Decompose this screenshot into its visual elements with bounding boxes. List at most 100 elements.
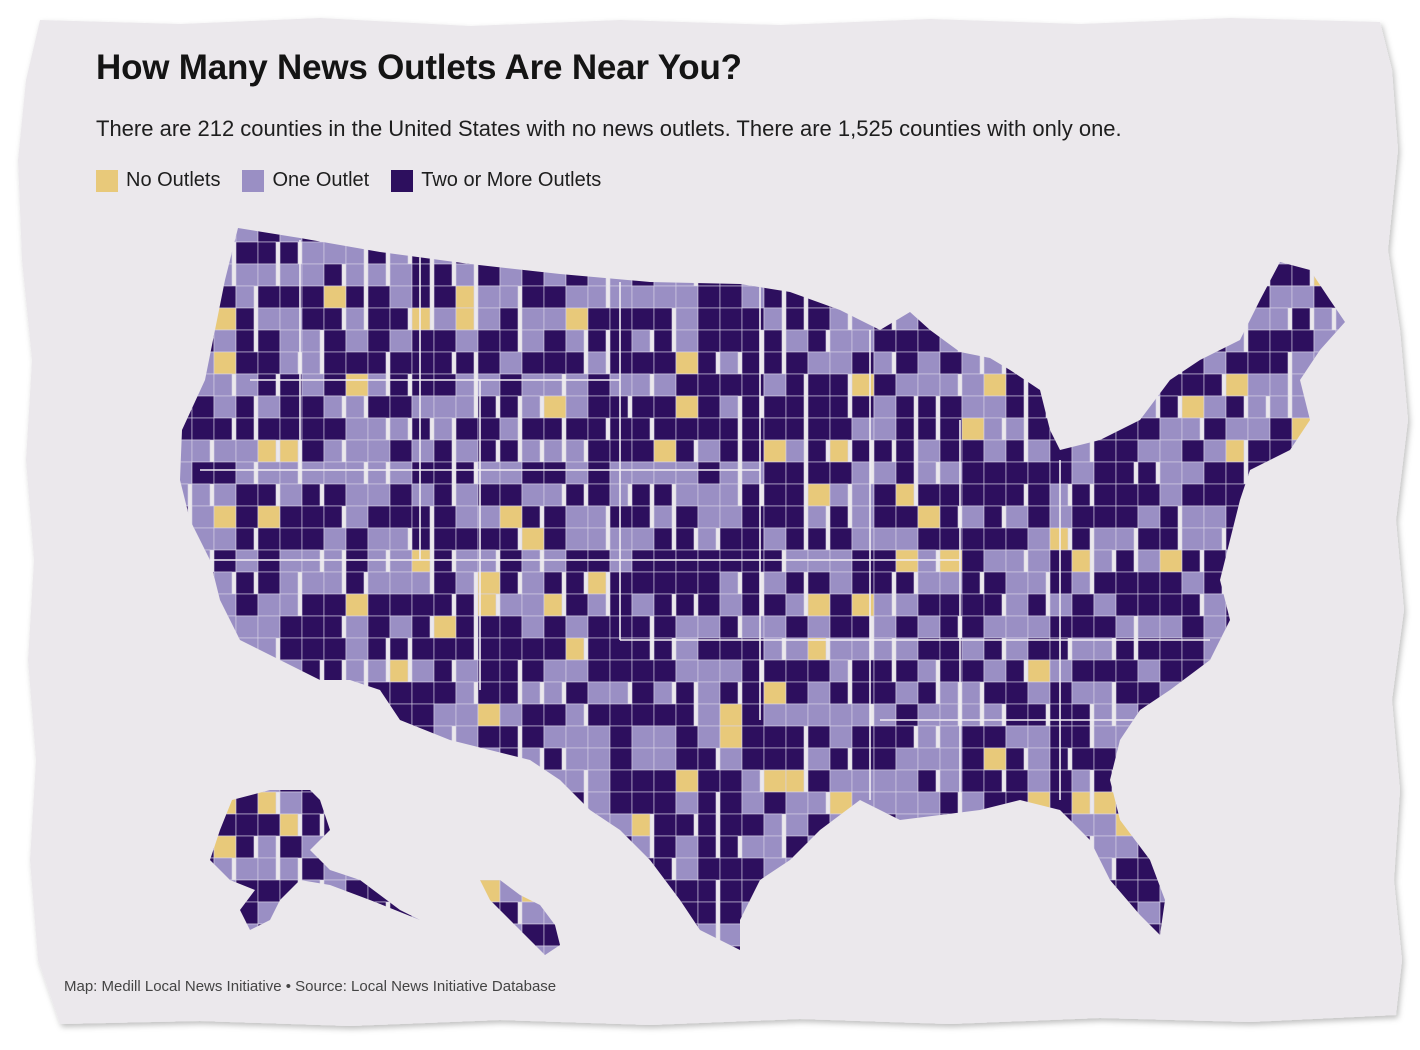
county-tile — [1071, 769, 1091, 793]
county-tile — [851, 945, 875, 955]
county-tile — [345, 263, 365, 287]
county-tile — [653, 637, 673, 661]
county-tile — [1181, 527, 1205, 551]
county-tile — [433, 747, 453, 771]
county-tile — [301, 923, 325, 947]
county-tile — [477, 637, 501, 661]
county-tile — [807, 571, 831, 595]
county-tile — [763, 571, 787, 595]
county-tile — [763, 813, 783, 837]
county-tile — [565, 285, 589, 309]
county-tile — [191, 228, 211, 243]
county-tile — [631, 263, 655, 287]
county-tile — [1181, 615, 1205, 639]
county-tile — [367, 505, 391, 529]
county-tile — [939, 241, 959, 265]
county-tile — [873, 505, 897, 529]
county-tile — [697, 791, 717, 815]
county-tile — [543, 351, 567, 375]
county-tile — [1313, 439, 1337, 463]
county-tile — [1159, 879, 1183, 903]
county-tile — [1049, 228, 1069, 243]
county-tile — [983, 329, 1003, 353]
county-tile — [1027, 483, 1051, 507]
county-tile — [1093, 417, 1117, 441]
county-tile — [675, 285, 699, 309]
county-tile — [851, 835, 875, 859]
county-tile — [1203, 483, 1227, 507]
county-tile — [367, 228, 391, 243]
county-tile — [697, 835, 717, 859]
county-tile — [411, 373, 435, 397]
county-tile — [213, 228, 237, 243]
county-tile — [433, 593, 453, 617]
county-tile — [1203, 615, 1227, 639]
county-tile — [1005, 373, 1025, 397]
county-tile — [939, 571, 963, 595]
county-tile — [719, 395, 739, 419]
county-tile — [279, 769, 303, 793]
county-tile — [829, 725, 853, 749]
county-tile — [1049, 351, 1073, 375]
county-tile — [1071, 945, 1095, 955]
county-tile — [213, 923, 237, 947]
county-tile — [257, 571, 281, 595]
county-tile — [939, 307, 959, 331]
county-tile — [961, 879, 985, 903]
county-tile — [389, 351, 413, 375]
county-tile — [345, 901, 365, 925]
county-tile — [257, 417, 281, 441]
county-tile — [180, 703, 189, 727]
county-tile — [1247, 747, 1271, 771]
county-tile — [323, 593, 347, 617]
county-tile — [1049, 241, 1073, 265]
county-tile — [477, 879, 501, 903]
county-tile — [1071, 857, 1095, 881]
county-tile — [323, 703, 347, 727]
county-tile — [1335, 945, 1345, 955]
county-tile — [873, 329, 897, 353]
county-tile — [235, 747, 259, 771]
county-tile — [917, 351, 941, 375]
county-tile — [1225, 417, 1249, 441]
county-tile — [565, 329, 585, 353]
county-tile — [180, 747, 193, 771]
county-tile — [1225, 725, 1249, 749]
county-tile — [477, 703, 501, 727]
county-tile — [411, 637, 435, 661]
county-tile — [345, 769, 369, 793]
county-tile — [1071, 228, 1095, 243]
county-tile — [191, 747, 215, 771]
county-tile — [433, 615, 457, 639]
county-tile — [180, 813, 193, 837]
county-tile — [939, 769, 963, 793]
county-tile — [367, 791, 387, 815]
county-tile — [1313, 263, 1337, 287]
county-tile — [675, 571, 699, 595]
county-tile — [961, 923, 981, 947]
county-tile — [895, 373, 919, 397]
county-tile — [1071, 417, 1095, 441]
county-tile — [345, 593, 369, 617]
county-tile — [367, 373, 387, 397]
county-tile — [1115, 285, 1139, 309]
county-tile — [697, 901, 717, 925]
county-tile — [521, 241, 545, 265]
county-tile — [543, 725, 567, 749]
county-tile — [939, 285, 963, 309]
county-tile — [521, 263, 545, 287]
county-tile — [873, 439, 893, 463]
county-tile — [653, 571, 677, 595]
county-tile — [917, 725, 937, 749]
county-tile — [1269, 329, 1293, 353]
county-tile — [477, 329, 501, 353]
county-tile — [345, 835, 369, 859]
county-tile — [1313, 373, 1337, 397]
county-tile — [323, 417, 347, 441]
county-tile — [675, 901, 699, 925]
county-tile — [345, 373, 369, 397]
county-tile — [191, 527, 215, 551]
county-tile — [1027, 857, 1051, 881]
county-tile — [719, 417, 739, 441]
county-tile — [411, 329, 435, 353]
